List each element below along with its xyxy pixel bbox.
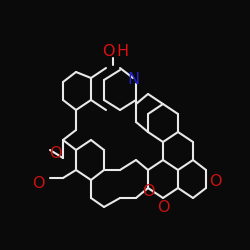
Text: O: O [209, 174, 221, 190]
Text: O: O [142, 184, 154, 200]
Text: O: O [102, 44, 114, 60]
Text: O: O [49, 146, 61, 160]
Text: O: O [32, 176, 44, 192]
Text: O: O [157, 200, 169, 216]
Text: H: H [116, 44, 128, 60]
Text: N: N [127, 72, 139, 88]
